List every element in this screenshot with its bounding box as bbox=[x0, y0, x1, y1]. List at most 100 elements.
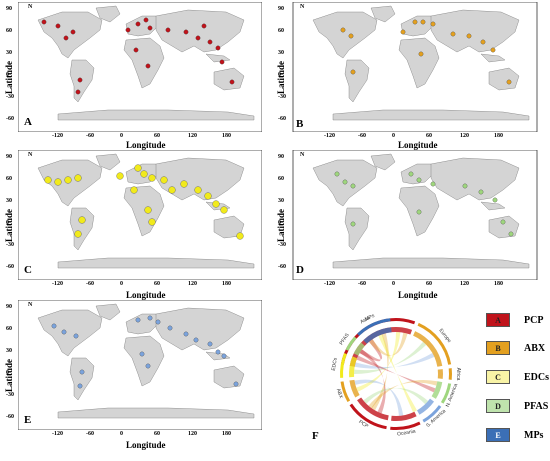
panel-letter-a: A bbox=[24, 116, 32, 128]
y-tick-label: 90 bbox=[278, 6, 284, 12]
sample-point bbox=[77, 77, 83, 83]
points-c bbox=[44, 164, 244, 240]
sample-point bbox=[462, 183, 468, 189]
map-e bbox=[18, 300, 262, 430]
x-tick-label: 120 bbox=[188, 281, 197, 287]
points-b bbox=[340, 19, 512, 85]
map-panel-b bbox=[290, 2, 540, 132]
legend-label-mps: MPs bbox=[524, 429, 544, 441]
y-tick-label: -60 bbox=[278, 264, 286, 270]
x-tick-label: -120 bbox=[52, 133, 63, 139]
y-tick-label: 30 bbox=[6, 50, 12, 56]
sample-point bbox=[194, 186, 202, 194]
y-tick-label: 90 bbox=[6, 304, 12, 310]
sample-point bbox=[500, 219, 506, 225]
sample-point bbox=[418, 51, 424, 57]
north-arrow-c: N bbox=[28, 152, 33, 158]
sample-point bbox=[73, 333, 79, 339]
sample-point bbox=[195, 35, 201, 41]
sample-point bbox=[51, 323, 57, 329]
chord-ribbon bbox=[369, 332, 408, 356]
chord-outer-arc bbox=[340, 381, 351, 402]
sample-point bbox=[348, 33, 354, 39]
sample-point bbox=[220, 206, 228, 214]
sample-point bbox=[412, 19, 418, 25]
sample-point bbox=[44, 176, 52, 184]
sample-point bbox=[160, 176, 168, 184]
sample-point bbox=[183, 29, 189, 35]
y-tick-label: 60 bbox=[6, 326, 12, 332]
chord-ribbon bbox=[354, 353, 435, 369]
y-tick-label: -30 bbox=[278, 242, 286, 248]
xlabel-c: Longitude bbox=[126, 290, 166, 300]
legend-swatch-abx: B bbox=[486, 341, 510, 355]
sample-point bbox=[219, 59, 225, 65]
legend-item-edcs: C EDCs bbox=[486, 370, 549, 384]
legend-label-pcp: PCP bbox=[524, 314, 544, 326]
sample-point bbox=[480, 39, 486, 45]
chord-ribbon bbox=[371, 333, 389, 411]
chord-ribbon bbox=[359, 349, 386, 414]
map-b bbox=[292, 2, 538, 132]
sample-point bbox=[416, 177, 422, 183]
sample-point bbox=[125, 27, 131, 33]
chord-ribbon bbox=[356, 355, 436, 393]
y-tick-label: 30 bbox=[6, 198, 12, 204]
map-panel-a bbox=[18, 2, 262, 132]
sample-point bbox=[143, 17, 149, 23]
panel-letter-b: B bbox=[296, 118, 304, 130]
xlabel-e: Longitude bbox=[126, 440, 166, 450]
x-tick-label: -60 bbox=[86, 133, 94, 139]
sample-point bbox=[229, 79, 235, 85]
chord-outer-arc bbox=[390, 421, 421, 430]
x-tick-label: 0 bbox=[120, 133, 123, 139]
sample-point bbox=[416, 209, 422, 215]
y-tick-label: -60 bbox=[278, 116, 286, 122]
sample-point bbox=[233, 381, 239, 387]
map-panel-e bbox=[18, 300, 262, 430]
sample-point bbox=[167, 325, 173, 331]
sample-point bbox=[134, 164, 142, 172]
sample-point bbox=[168, 186, 176, 194]
x-tick-label: -60 bbox=[358, 281, 366, 287]
x-tick-label: 120 bbox=[460, 281, 469, 287]
north-arrow-d: N bbox=[300, 152, 305, 158]
y-tick-label: 60 bbox=[6, 28, 12, 34]
sample-point bbox=[55, 23, 61, 29]
chord-ribbon bbox=[363, 388, 429, 405]
y-tick-label: -30 bbox=[6, 94, 14, 100]
sample-point bbox=[490, 47, 496, 53]
sample-point bbox=[130, 186, 138, 194]
sample-point bbox=[155, 319, 161, 325]
chord-outer-arc bbox=[340, 353, 347, 378]
points-d bbox=[334, 171, 514, 237]
legend-item-mps: E MPs bbox=[486, 428, 543, 442]
y-tick-label: 0 bbox=[6, 370, 9, 376]
chord-outer-arc bbox=[422, 405, 442, 423]
chord-inner-arc bbox=[349, 379, 360, 398]
sample-point bbox=[78, 216, 86, 224]
chord-inner-arc bbox=[349, 356, 358, 378]
x-tick-label: 60 bbox=[154, 133, 160, 139]
x-tick-label: 0 bbox=[392, 281, 395, 287]
panel-letter-f: F bbox=[312, 430, 319, 442]
sample-point bbox=[135, 317, 141, 323]
chord-label: Oceania bbox=[397, 428, 417, 437]
sample-point bbox=[350, 221, 356, 227]
y-tick-label: 0 bbox=[278, 220, 281, 226]
legend-label-edcs: EDCs bbox=[524, 371, 550, 383]
x-tick-label: 0 bbox=[120, 431, 123, 437]
sample-point bbox=[116, 172, 124, 180]
sample-point bbox=[145, 363, 151, 369]
north-arrow-e: N bbox=[28, 302, 33, 308]
legend-label-abx: ABX bbox=[524, 342, 546, 354]
chord-outer-arc bbox=[349, 403, 387, 430]
sample-point bbox=[148, 218, 156, 226]
y-tick-label: 0 bbox=[6, 220, 9, 226]
chord-inner-arc bbox=[353, 342, 365, 356]
x-tick-label: 180 bbox=[222, 133, 231, 139]
y-tick-label: 30 bbox=[6, 348, 12, 354]
map-panel-c bbox=[18, 150, 262, 280]
x-tick-label: 60 bbox=[154, 281, 160, 287]
